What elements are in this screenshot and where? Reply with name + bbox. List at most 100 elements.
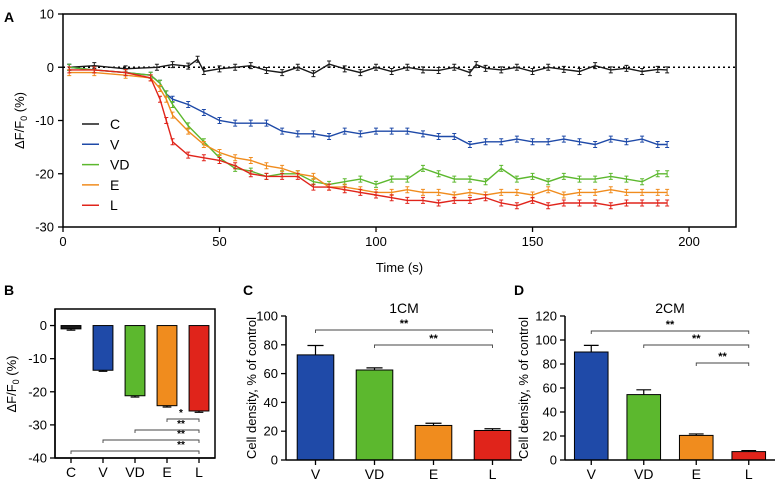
data-point-vd <box>608 172 613 180</box>
data-point-vd <box>452 175 457 183</box>
data-point-l <box>217 156 222 164</box>
data-point-vd <box>577 175 582 183</box>
data-point-c <box>311 70 316 78</box>
error-bar-vd <box>130 395 140 398</box>
data-point-l <box>577 199 582 207</box>
error-bar-e <box>162 405 172 408</box>
data-point-e <box>420 188 425 196</box>
data-point-v <box>374 127 379 135</box>
bar-vd <box>124 325 146 397</box>
data-point-c <box>374 63 379 71</box>
data-point-v <box>608 135 613 143</box>
error-bar-v <box>583 344 599 352</box>
significance-label: ** <box>718 351 727 363</box>
data-point-c <box>436 66 441 74</box>
series-line-vd <box>69 66 668 186</box>
data-point-e <box>170 111 175 119</box>
data-point-e <box>467 188 472 196</box>
data-point-l <box>452 196 457 204</box>
data-point-c <box>593 62 598 70</box>
data-point-v <box>624 138 629 146</box>
series-line-c <box>69 58 668 75</box>
data-point-v <box>233 119 238 127</box>
y-tick-label-c: 20 <box>264 424 278 439</box>
data-point-l <box>530 196 535 204</box>
data-point-c <box>264 66 269 74</box>
series-line-e <box>69 71 668 196</box>
error-bar-e <box>425 422 442 426</box>
data-point-c <box>405 63 410 71</box>
data-point-e <box>405 186 410 194</box>
category-label-l: L <box>489 466 497 481</box>
panel-label-d: D <box>514 282 524 298</box>
data-point-v <box>665 140 670 148</box>
y-tick-label-b: -20 <box>28 384 47 399</box>
data-point-e <box>655 188 660 196</box>
category-label-v: V <box>98 464 108 480</box>
category-label-v: V <box>587 466 597 481</box>
significance-label: * <box>179 408 183 419</box>
data-point-e <box>264 162 269 170</box>
data-point-e <box>608 186 613 194</box>
data-point-c <box>608 66 613 74</box>
data-point-v <box>420 130 425 138</box>
category-label-e: E <box>162 464 171 480</box>
data-point-v <box>280 127 285 135</box>
significance-label: ** <box>177 419 185 430</box>
data-point-l <box>640 199 645 207</box>
y-tick-label-c: 0 <box>271 453 278 468</box>
y-tick-label-d: 60 <box>543 381 557 396</box>
data-point-l <box>342 186 347 194</box>
data-point-l <box>389 194 394 202</box>
panel-label-a: A <box>4 9 14 25</box>
x-axis-label-a: Time (s) <box>376 260 423 275</box>
data-point-e <box>514 188 519 196</box>
y-tick-label-b: -40 <box>28 451 47 466</box>
data-point-c <box>530 68 535 76</box>
data-point-c <box>327 60 332 68</box>
data-point-e <box>158 85 163 93</box>
series-line-l <box>69 69 668 207</box>
data-point-e <box>546 186 551 194</box>
data-point-c <box>467 69 472 77</box>
significance-bracket <box>315 329 493 333</box>
data-point-v <box>186 101 191 109</box>
data-point-v <box>201 109 206 117</box>
significance-label: ** <box>666 319 675 331</box>
bar-v <box>573 351 609 461</box>
data-point-c <box>514 63 519 71</box>
series-line-v <box>69 66 668 146</box>
data-point-v <box>483 138 488 146</box>
x-tick-label-a: 50 <box>212 234 226 249</box>
data-point-c <box>624 64 629 72</box>
data-point-l <box>311 183 316 191</box>
y-tick-label-b: -30 <box>28 417 47 432</box>
error-bar-l <box>194 410 204 413</box>
data-point-c <box>561 65 566 73</box>
data-point-c <box>577 68 582 76</box>
error-bar-e <box>688 433 704 436</box>
data-point-c <box>389 68 394 76</box>
data-point-v <box>546 138 551 146</box>
y-tick-label-d: 0 <box>550 453 557 468</box>
bar-e <box>414 424 453 461</box>
data-point-l <box>186 151 191 159</box>
category-label-vd: VD <box>634 466 653 481</box>
data-point-e <box>201 140 206 148</box>
data-point-l <box>420 196 425 204</box>
data-point-vd <box>514 175 519 183</box>
y-tick-label-c: 100 <box>256 309 278 324</box>
error-bar-v <box>98 370 108 372</box>
data-point-c <box>154 63 159 71</box>
data-point-c <box>358 69 363 77</box>
data-point-c <box>655 65 660 73</box>
data-point-e <box>499 188 504 196</box>
data-point-v <box>436 132 441 140</box>
data-point-e <box>561 191 566 199</box>
panel-title-d: 2CM <box>655 300 685 316</box>
significance-bracket <box>166 418 200 422</box>
y-tick-label-d: 100 <box>535 333 557 348</box>
bar-l <box>731 451 767 461</box>
data-point-l <box>158 95 163 103</box>
plot-frame-a <box>62 13 737 228</box>
